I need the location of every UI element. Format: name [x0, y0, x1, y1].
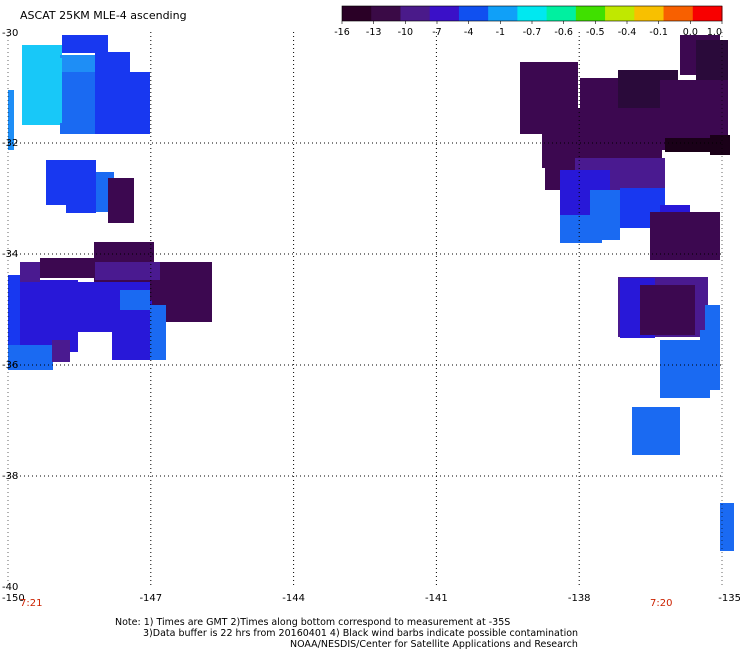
swath-block [8, 345, 53, 370]
swath-block [632, 407, 680, 455]
colorbar-tick-label: -13 [366, 27, 382, 38]
colorbar-tick-label: -10 [398, 27, 414, 38]
colorbar-segment [575, 6, 606, 21]
swath-layer [8, 35, 734, 551]
swath-block [52, 340, 70, 362]
colorbar-tick-label: -16 [334, 27, 350, 38]
lat-tick-label: -32 [2, 138, 18, 149]
colorbar-tick-label: -0.7 [523, 27, 542, 38]
colorbar-tick-label: -0.6 [554, 27, 573, 38]
lon-tick-label: -141 [425, 593, 448, 604]
colorbar-tick-label: -7 [432, 27, 441, 38]
swath-block [710, 135, 730, 155]
swath-block [8, 90, 14, 150]
colorbar-segment [634, 6, 665, 21]
note-line-1: Note: 1) Times are GMT 2)Times along bot… [115, 617, 511, 628]
lon-tick-label: -144 [282, 593, 305, 604]
colorbar-segment [371, 6, 401, 21]
colorbar-segment [342, 6, 372, 21]
swath-block [700, 330, 720, 390]
swath-block [120, 290, 150, 310]
lat-tick-label: -38 [2, 471, 18, 482]
note-line-2: 3)Data buffer is 22 hrs from 20160401 4)… [143, 628, 579, 639]
lat-tick-label: -34 [2, 249, 18, 260]
colorbar-segment [458, 6, 489, 21]
product-title: ASCAT 25KM MLE-4 ascending [20, 9, 187, 22]
swath-block [720, 503, 734, 551]
swath-block [640, 285, 695, 335]
swath-block [20, 262, 40, 282]
colorbar-tick-label: 0.0 [683, 27, 698, 38]
colorbar-tick-label: -0.1 [649, 27, 668, 38]
lon-tick-label: -138 [568, 593, 591, 604]
note-line-3: NOAA/NESDIS/Center for Satellite Applica… [290, 639, 578, 650]
swath-block [108, 178, 134, 223]
grid-layer [8, 32, 722, 587]
swath-block [705, 305, 720, 337]
colorbar-segment [488, 6, 518, 21]
time-right: 7:20 [650, 598, 673, 609]
colorbar-segment [605, 6, 635, 21]
swath-block [560, 215, 602, 243]
swath-block [650, 212, 720, 260]
map-frame [7, 32, 723, 587]
time-left: 7:21 [20, 598, 43, 609]
colorbar-segment [692, 6, 723, 21]
swath-block [30, 58, 62, 123]
swath-block [95, 262, 160, 280]
lat-tick-label: -36 [2, 360, 18, 371]
swath-block [665, 138, 710, 152]
colorbar-tick-label: -4 [464, 27, 473, 38]
lon-tick-label: -147 [139, 593, 162, 604]
swath-block [62, 35, 108, 53]
colorbar-tick-label: 1.0 [707, 27, 722, 38]
colorbar-segment [400, 6, 431, 21]
lat-tick-label: -30 [2, 28, 18, 39]
colorbar-tick-label: -0.5 [586, 27, 605, 38]
swath-block [95, 72, 150, 134]
colorbar-segment [663, 6, 694, 21]
colorbar-tick-label: -1 [496, 27, 505, 38]
swath-block [66, 165, 96, 213]
colorbar-tick-label: -0.4 [618, 27, 637, 38]
swath-block [150, 305, 166, 360]
colorbar-segment [429, 6, 460, 21]
colorbar-segment [546, 6, 577, 21]
tick-labels: -147 -144 -141 -138 -150 -135 -30 -32 -34 -36 -38 -… [2, 28, 740, 604]
colorbar: -16 -13 -10 -7 -4 -1 -0.7 -0.6 -0.5 -0.4 -0.1 0.0 1.… [334, 5, 723, 38]
lon-corner-right: -135 [718, 593, 740, 604]
swath-block [95, 52, 130, 74]
colorbar-segment [517, 6, 548, 21]
lat-tick-label: -40 [2, 582, 18, 593]
lon-corner-left: -150 [2, 593, 25, 604]
